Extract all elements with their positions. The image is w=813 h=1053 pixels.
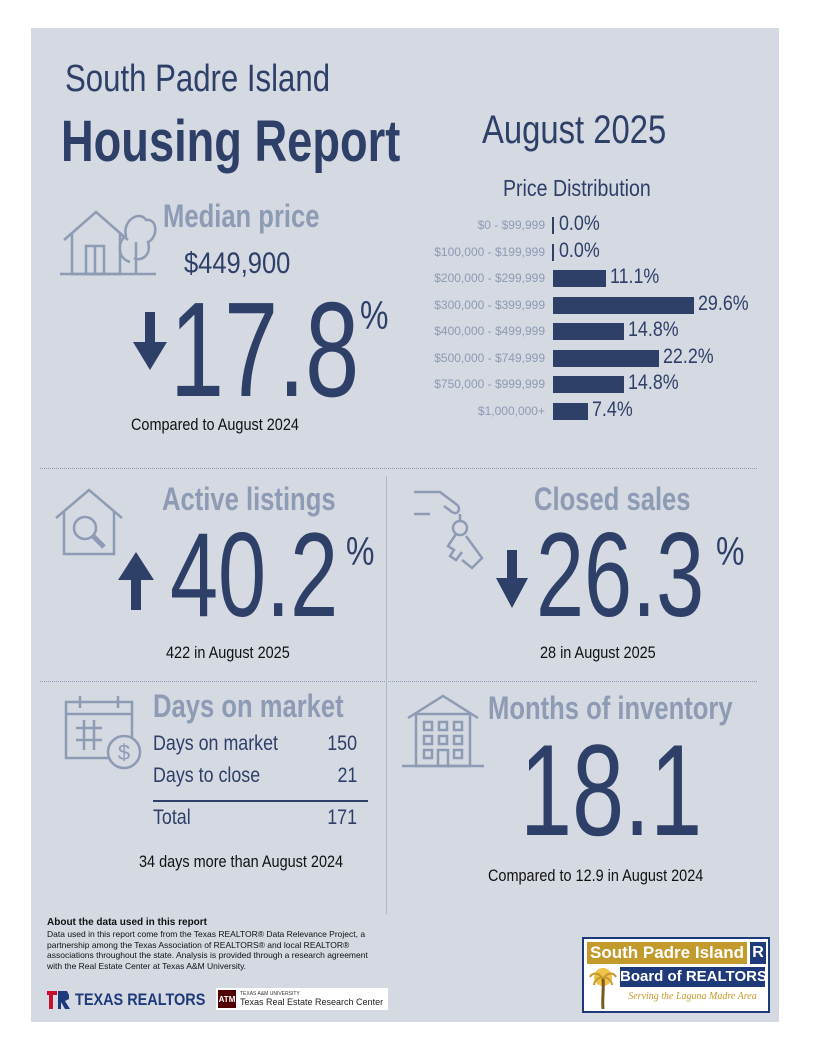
active-listings-heading: Active listings: [162, 481, 336, 517]
closed-sales-percent-sign: %: [716, 530, 745, 574]
board-line2: Board of REALTORS®: [620, 967, 765, 987]
divider-vertical: [386, 476, 387, 914]
distribution-value-label: 14.8%: [627, 371, 679, 394]
texas-realtors-logo: TEXAS REALTORS: [47, 990, 228, 1010]
active-listings-change: 40.2: [170, 508, 339, 642]
distribution-bar: [553, 323, 624, 340]
median-price-change: 17.8: [170, 274, 360, 425]
months-of-inventory-caption: Compared to 12.9 in August 2024: [488, 866, 704, 885]
realtor-r-mark: R: [750, 942, 766, 964]
distribution-range-label: $300,000 - $399,999: [434, 297, 545, 312]
distribution-bar: [553, 376, 624, 393]
board-tagline: Serving the Laguna Madre Area: [628, 991, 757, 1002]
distribution-value-label: 7.4%: [592, 397, 633, 421]
distribution-bar: [552, 243, 554, 261]
distribution-range-label: $0 - $99,999: [477, 218, 545, 232]
distribution-value-label: 0.0%: [559, 238, 600, 262]
dollar-glyph: $: [118, 740, 130, 765]
city-name: South Padre Island: [65, 58, 331, 100]
palm-tree-icon: [589, 968, 617, 1009]
median-price-caption: Compared to August 2024: [131, 415, 299, 434]
distribution-value-label: 29.6%: [698, 291, 749, 315]
distribution-range-label: $400,000 - $499,999: [434, 324, 545, 338]
about-heading: About the data used in this report: [47, 917, 208, 928]
dom-row-label: Days to close: [153, 764, 261, 787]
report-panel: [31, 28, 779, 1022]
texas-realtors-mark-icon: [47, 991, 70, 1009]
board-line1: South Padre Island: [587, 942, 747, 964]
tamu-logo: ATM TEXAS A&M UNIVERSITY Texas Real Esta…: [216, 988, 388, 1010]
dom-row-value: 21: [337, 764, 357, 787]
distribution-bar: [552, 217, 554, 234]
board-of-realtors-logo: South Padre Island R Board of REALTORS® …: [582, 937, 770, 1013]
tamu-mark-icon: ATM: [218, 990, 236, 1008]
divider-middle: [40, 681, 757, 682]
price-distribution-title: Price Distribution: [503, 175, 651, 201]
closed-sales-change: 26.3: [536, 508, 705, 642]
total-rule: [153, 800, 368, 802]
report-title: Housing Report: [61, 109, 401, 174]
distribution-bar: [553, 402, 589, 420]
dom-row-label: Days on market: [153, 732, 279, 755]
months-of-inventory-value: 18.1: [520, 717, 703, 863]
tamu-center-text: Texas Real Estate Research Center: [240, 997, 384, 1007]
dom-row-value: 150: [327, 732, 357, 755]
distribution-bar: [553, 296, 694, 314]
distribution-range-label: $200,000 - $299,999: [434, 271, 545, 285]
distribution-value-label: 0.0%: [559, 212, 600, 235]
arrow-down-icon: [496, 550, 528, 608]
median-price-percent-sign: %: [360, 294, 389, 338]
apartment-building-icon: [402, 694, 484, 768]
active-listings-percent-sign: %: [346, 530, 375, 574]
dom-total-label: Total: [153, 806, 191, 829]
arrow-up-icon: [118, 552, 154, 610]
distribution-range-label: $100,000 - $199,999: [434, 244, 545, 259]
distribution-bar: [553, 270, 606, 287]
distribution-value-label: 14.8%: [627, 318, 679, 341]
distribution-range-label: $1,000,000+: [477, 403, 545, 418]
texas-realtors-text: TEXAS REALTORS: [75, 990, 206, 1009]
closed-sales-heading: Closed sales: [534, 481, 691, 517]
days-on-market-caption: 34 days more than August 2024: [139, 852, 344, 871]
distribution-bar: [553, 349, 659, 367]
arrow-down-icon: [133, 312, 167, 370]
house-tree-icon: [60, 210, 157, 276]
closed-sales-caption: 28 in August 2025: [540, 643, 656, 662]
calendar-dollar-icon: $: [64, 696, 142, 770]
distribution-value-label: 22.2%: [662, 344, 714, 368]
median-price-value: $449,900: [184, 247, 291, 280]
days-on-market-heading: Days on market: [153, 688, 344, 724]
hand-keys-icon: [414, 490, 484, 570]
house-search-icon: [55, 488, 123, 556]
distribution-value-label: 11.1%: [609, 265, 660, 288]
months-of-inventory-heading: Months of inventory: [488, 690, 733, 726]
dom-total-value: 171: [327, 806, 357, 829]
active-listings-caption: 422 in August 2025: [166, 643, 290, 662]
median-price-heading: Median price: [163, 198, 320, 234]
tamu-university-text: TEXAS A&M UNIVERSITY: [240, 991, 300, 997]
report-month: August 2025: [482, 108, 667, 152]
distribution-range-label: $750,000 - $999,999: [434, 377, 545, 391]
distribution-range-label: $500,000 - $749,999: [434, 350, 545, 365]
divider-top: [40, 468, 757, 469]
about-body: Data used in this report come from the T…: [47, 929, 368, 971]
